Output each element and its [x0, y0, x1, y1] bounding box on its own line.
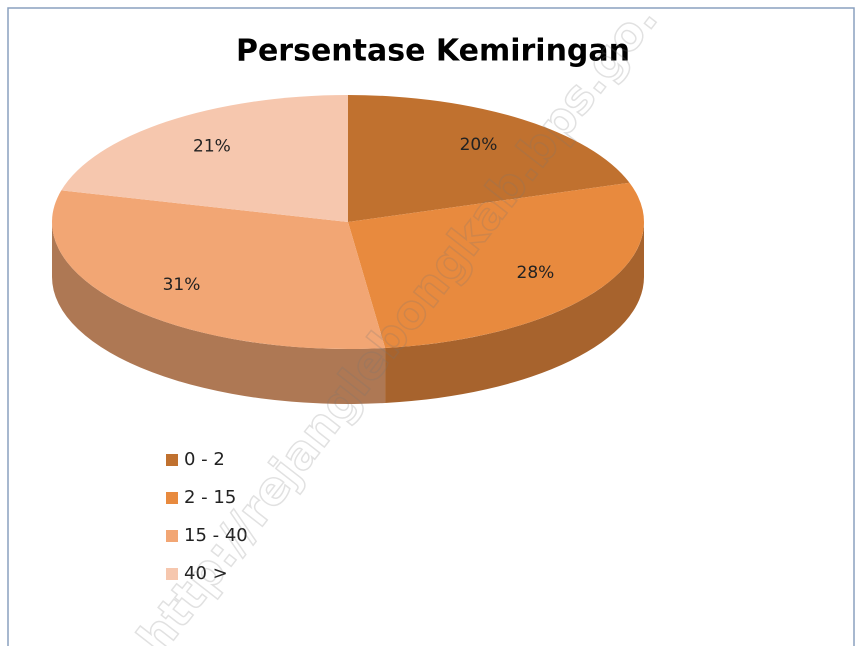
- legend-label: 15 - 40: [184, 525, 248, 546]
- legend-swatch: [166, 492, 178, 504]
- legend-label: 40 >: [184, 563, 228, 584]
- slice-side: [385, 222, 644, 403]
- data-label: 20%: [460, 135, 498, 155]
- chart-title: Persentase Kemiringan: [236, 34, 630, 69]
- data-label: 31%: [163, 275, 201, 295]
- legend-label: 0 - 2: [184, 449, 225, 470]
- legend-swatch: [166, 530, 178, 542]
- legend-swatch: [166, 568, 178, 580]
- legend-swatch: [166, 454, 178, 466]
- legend-label: 2 - 15: [184, 487, 236, 508]
- slice: [348, 95, 630, 222]
- slice: [61, 95, 349, 222]
- slice: [348, 182, 645, 348]
- slice-side: [52, 222, 386, 404]
- data-label: 28%: [517, 263, 555, 283]
- slice: [52, 190, 386, 349]
- data-label: 21%: [193, 137, 231, 157]
